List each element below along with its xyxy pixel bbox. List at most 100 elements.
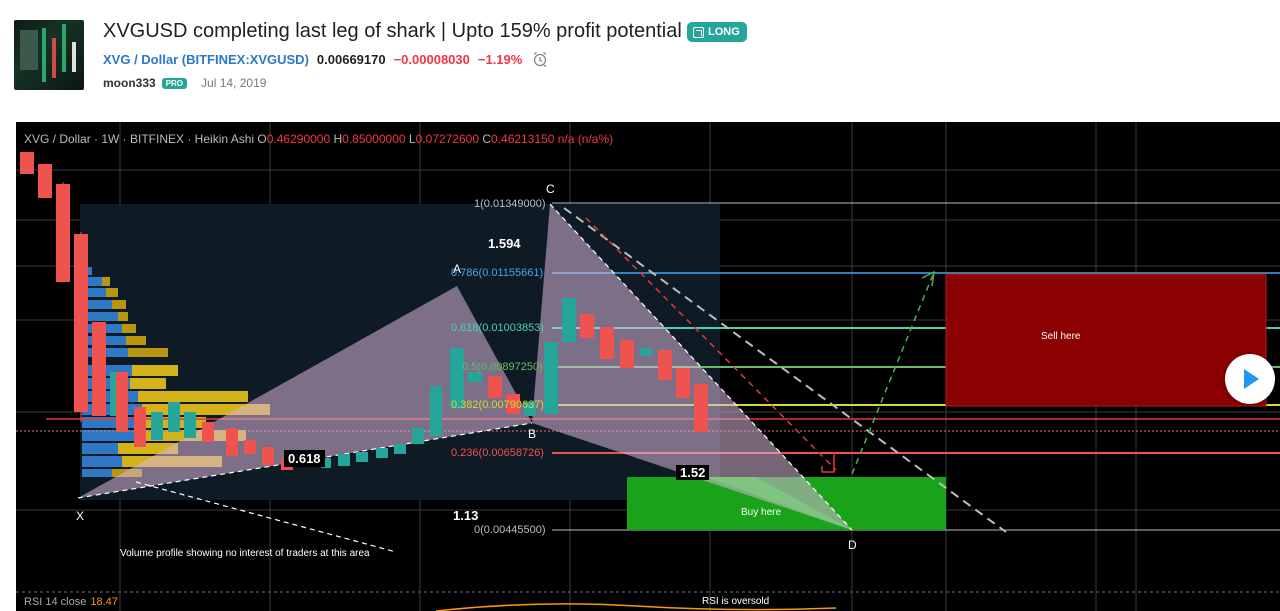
pattern-line [77,422,533,499]
candle-up [321,458,331,468]
play-button[interactable] [1225,354,1275,404]
candle-down [226,428,238,456]
thumbnail-candle [62,24,66,72]
vp-bar [142,404,270,415]
ratio-label-152: 1.52 [676,465,710,480]
candle-up [394,444,406,454]
candle-down [244,440,256,454]
pattern-lines [77,203,853,553]
candle-down [74,234,88,412]
symbol-row: XVG / Dollar ( BITFINEX:XVGUSD ) 0.00669… [103,51,548,68]
pattern-line [549,203,853,531]
ohlc-change: n/a (n/a%) [557,132,614,146]
candle-down [38,164,52,198]
vp-bar [82,312,118,321]
arrow-up-right-icon [693,26,704,38]
price-change: −0.00008030 [393,51,470,67]
candle-down [20,152,34,174]
point-a-label: A [453,262,462,276]
pattern-triangle-green [706,477,852,530]
ratio-label-113: 1.13 [453,508,479,523]
author-name[interactable]: moon333 [103,76,156,90]
thumbnail-candle [42,28,46,82]
candles [20,152,708,470]
candle-down [92,322,106,416]
candle-up [544,342,558,414]
ohlc-open: 0.46290000 [266,132,331,146]
candle-down [116,372,128,432]
target-arrowhead [921,270,935,287]
candle-up [376,448,388,458]
author-row: moon333 PRO Jul 14, 2019 [103,76,266,90]
alarm-clock-icon[interactable] [532,51,548,68]
vp-bar [82,300,112,309]
candle-down [202,422,214,442]
candle-up [430,386,442,436]
ratio-label-0618: 0.618 [284,450,325,467]
candle-down [658,350,672,380]
legend-symbol: XVG / Dollar · 1W · BITFINEX · Heikin As… [24,132,255,146]
candle-down [56,184,70,282]
thumbnail-candle [72,42,76,72]
alarm-clock-glyph [533,51,547,68]
idea-thumbnail[interactable] [14,20,84,90]
point-d-label: D [848,538,857,552]
candle-up [412,428,424,444]
vp-bar [128,348,168,357]
fib-label-1: 1(0.01349000) [474,198,546,210]
fib-label-0236: 0.236(0.00658726) [451,447,544,459]
vp-bar [118,443,178,454]
price-change-percent: −1.19% [477,51,523,67]
fib-label-0: 0(0.00445500) [474,524,546,536]
point-x-label: X [76,509,85,523]
sell-zone-label: Sell here [1041,331,1081,342]
ohlc-close-label: C [482,132,492,146]
idea-title: XVGUSD completing last leg of shark | Up… [103,20,682,42]
point-b-label: B [528,427,537,441]
candle-down [676,368,690,398]
symbol-exchange-link[interactable]: BITFINEX:XVGUSD [186,51,305,67]
volume-note: Volume profile showing no interest of tr… [120,548,370,559]
vp-bar [130,378,166,389]
vp-bar [82,430,142,441]
vp-bar [82,469,112,477]
pattern-triangle-xab [78,286,532,498]
vp-bar [118,312,128,321]
candle-up [184,412,196,438]
candle-up [356,452,368,462]
candle-up [524,402,536,416]
ohlc-close: 0.46213150 [491,132,555,146]
candle-down [580,314,594,338]
trend-line-red [585,217,837,471]
long-badge-label: LONG [708,26,740,38]
ohlc-low: 0.07272600 [415,132,479,146]
vp-bar [126,336,146,345]
vp-bar [112,300,126,309]
chart-canvas[interactable]: XVG / Dollar · 1W · BITFINEX · Heikin As… [16,122,1280,611]
vp-bar [82,443,118,454]
sell-zone [945,273,1267,407]
fib-label-0382: 0.382(0.00790637) [451,399,544,411]
candle-up [640,348,652,356]
candle-up [562,298,576,342]
rsi-label: RSI 14 close [24,596,87,608]
candle-down [262,447,274,465]
candle-down [134,407,146,447]
vp-bar [82,456,122,467]
trend-line-gray [563,207,1007,533]
rsi-legend: RSI 14 close 18.47 [24,596,118,608]
candle-up [468,372,482,382]
ohlc-legend: XVG / Dollar · 1W · BITFINEX · Heikin As… [24,132,613,146]
ratio-label-1594: 1.594 [488,236,521,251]
fib-label-05: 0.5(0.00897250) [462,361,543,373]
pattern-triangle-bcd [532,204,852,530]
symbol-pair-link[interactable]: XVG / Dollar [103,51,179,67]
candle-down [694,384,708,432]
vp-bar [82,365,132,376]
fib-label-0618: 0.618(0.01003853) [451,322,544,334]
vp-bar [82,417,136,428]
vp-bar [82,277,102,286]
thumbnail-candle [52,38,56,78]
ohlc-open-label: O [257,132,267,146]
vp-bar [106,288,118,297]
